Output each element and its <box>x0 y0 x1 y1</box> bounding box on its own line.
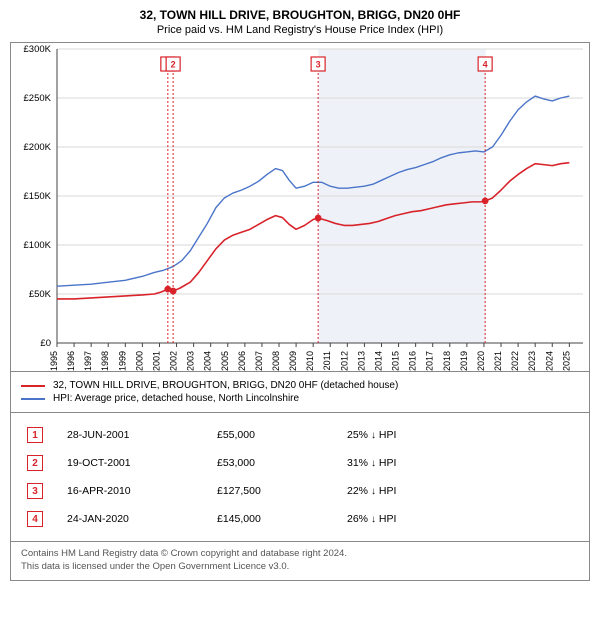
chart-title: 32, TOWN HILL DRIVE, BROUGHTON, BRIGG, D… <box>10 8 590 22</box>
x-tick-label: 1995 <box>49 351 59 371</box>
x-tick-label: 2022 <box>510 351 520 371</box>
series-hpi <box>57 96 569 286</box>
x-tick-label: 2018 <box>442 351 452 371</box>
tx-date: 16-APR-2010 <box>61 477 211 505</box>
x-tick-label: 2008 <box>271 351 281 371</box>
table-row: 1 28-JUN-2001£55,00025% ↓ HPI <box>21 421 579 449</box>
x-tick-label: 2017 <box>425 351 435 371</box>
tx-delta: 22% ↓ HPI <box>341 477 579 505</box>
x-tick-label: 2003 <box>186 351 196 371</box>
legend-swatch <box>21 385 45 387</box>
legend-label: HPI: Average price, detached house, Nort… <box>53 393 299 404</box>
arrow-down-icon: ↓ <box>371 486 376 497</box>
chart-plot-area: £0 £50K £100K £150K £200K £250K £300K 1995 1996 1… <box>10 42 590 372</box>
legend: 32, TOWN HILL DRIVE, BROUGHTON, BRIGG, D… <box>10 372 590 413</box>
tx-marker: 1 <box>27 427 43 443</box>
arrow-down-icon: ↓ <box>371 514 376 525</box>
x-tick-label: 2000 <box>134 351 144 371</box>
tx-point <box>170 288 177 295</box>
tx-marker: 3 <box>27 483 43 499</box>
x-tick-label: 1999 <box>117 351 127 371</box>
x-tick-label: 1996 <box>66 351 76 371</box>
tx-point <box>482 198 489 205</box>
y-tick-label: £50K <box>29 289 52 300</box>
x-tick-label: 2012 <box>339 351 349 371</box>
chart-svg: £0 £50K £100K £150K £200K £250K £300K 1995 1996 1… <box>11 43 589 373</box>
legend-row: HPI: Average price, detached house, Nort… <box>21 393 579 404</box>
y-tick-label: £300K <box>24 44 52 55</box>
x-tick-label: 2019 <box>459 351 469 371</box>
x-tick-label: 2004 <box>203 351 213 371</box>
x-tick-label: 1997 <box>83 351 93 371</box>
tx-price: £145,000 <box>211 505 341 533</box>
tx-date: 19-OCT-2001 <box>61 449 211 477</box>
y-tick-label: £200K <box>24 142 52 153</box>
x-tick-label: 1998 <box>100 351 110 371</box>
table-row: 2 19-OCT-2001£53,00031% ↓ HPI <box>21 449 579 477</box>
x-tick-label: 2023 <box>527 351 537 371</box>
tx-delta: 31% ↓ HPI <box>341 449 579 477</box>
x-tick-label: 2006 <box>237 351 247 371</box>
legend-label: 32, TOWN HILL DRIVE, BROUGHTON, BRIGG, D… <box>53 380 398 391</box>
x-tick-label: 2010 <box>305 351 315 371</box>
tx-price: £53,000 <box>211 449 341 477</box>
arrow-down-icon: ↓ <box>371 430 376 441</box>
legend-swatch <box>21 398 45 400</box>
tx-date: 28-JUN-2001 <box>61 421 211 449</box>
tx-delta: 26% ↓ HPI <box>341 505 579 533</box>
x-tick-label: 2005 <box>220 351 230 371</box>
x-tick-label: 2025 <box>561 351 571 371</box>
tx-marker-number: 2 <box>171 60 176 70</box>
tx-date: 24-JAN-2020 <box>61 505 211 533</box>
x-tick-label: 2021 <box>493 351 503 371</box>
attribution-footer: Contains HM Land Registry data © Crown c… <box>10 542 590 581</box>
tx-marker: 2 <box>27 455 43 471</box>
x-tick-label: 2002 <box>169 351 179 371</box>
legend-row: 32, TOWN HILL DRIVE, BROUGHTON, BRIGG, D… <box>21 380 579 391</box>
table-row: 3 16-APR-2010£127,50022% ↓ HPI <box>21 477 579 505</box>
x-tick-label: 2001 <box>151 351 161 371</box>
tx-marker-number: 3 <box>316 60 321 70</box>
x-tick-label: 2016 <box>408 351 418 371</box>
tx-delta: 25% ↓ HPI <box>341 421 579 449</box>
tx-price: £55,000 <box>211 421 341 449</box>
tx-marker: 4 <box>27 511 43 527</box>
y-tick-label: £150K <box>24 191 52 202</box>
x-tick-label: 2011 <box>322 351 332 370</box>
tx-price: £127,500 <box>211 477 341 505</box>
chart-container: { "header": { "title": "32, TOWN HILL DR… <box>0 0 600 587</box>
x-tick-label: 2009 <box>288 351 298 371</box>
table-row: 4 24-JAN-2020£145,00026% ↓ HPI <box>21 505 579 533</box>
x-tick-label: 2007 <box>254 351 264 371</box>
y-tick-label: £0 <box>40 338 51 349</box>
x-tick-label: 2015 <box>391 351 401 371</box>
y-tick-label: £250K <box>24 93 52 104</box>
x-tick-label: 2020 <box>476 351 486 371</box>
x-tick-label: 2014 <box>373 351 383 371</box>
tx-point <box>315 215 322 222</box>
tx-marker-number: 4 <box>483 60 488 70</box>
chart-subtitle: Price paid vs. HM Land Registry's House … <box>10 24 590 36</box>
arrow-down-icon: ↓ <box>371 458 376 469</box>
transactions-table: 1 28-JUN-2001£55,00025% ↓ HPI 2 19-OCT-2001… <box>10 413 590 542</box>
y-tick-label: £100K <box>24 240 52 251</box>
footer-line-2: This data is licensed under the Open Gov… <box>21 561 579 574</box>
x-tick-label: 2013 <box>356 351 366 371</box>
footer-line-1: Contains HM Land Registry data © Crown c… <box>21 548 579 561</box>
x-tick-label: 2024 <box>544 351 554 371</box>
